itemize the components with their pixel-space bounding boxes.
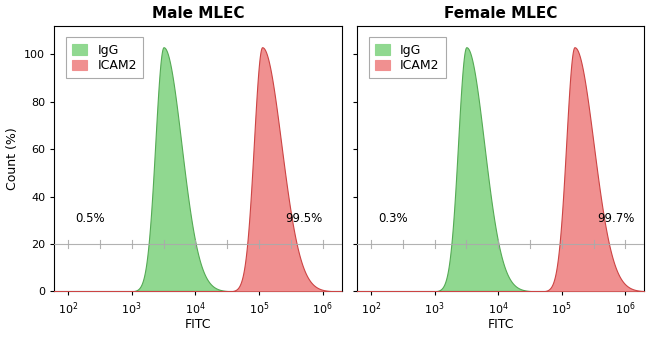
X-axis label: FITC: FITC xyxy=(488,318,514,332)
Text: 99.7%: 99.7% xyxy=(597,212,634,225)
Text: 99.5%: 99.5% xyxy=(285,212,322,225)
Text: 0.5%: 0.5% xyxy=(75,212,105,225)
X-axis label: FITC: FITC xyxy=(185,318,211,332)
Text: 0.3%: 0.3% xyxy=(378,212,408,225)
Title: Female MLEC: Female MLEC xyxy=(444,5,558,21)
Y-axis label: Count (%): Count (%) xyxy=(6,127,19,190)
Legend: IgG, ICAM2: IgG, ICAM2 xyxy=(66,37,143,79)
Title: Male MLEC: Male MLEC xyxy=(151,5,244,21)
Legend: IgG, ICAM2: IgG, ICAM2 xyxy=(369,37,446,79)
